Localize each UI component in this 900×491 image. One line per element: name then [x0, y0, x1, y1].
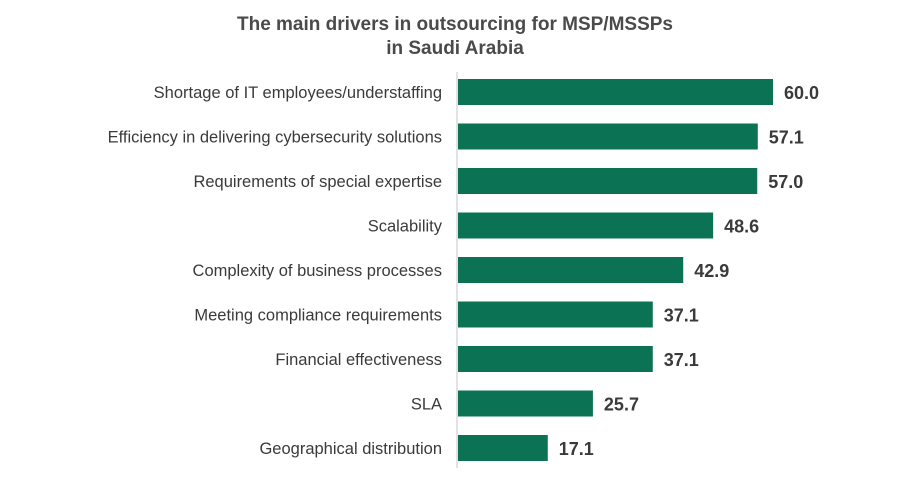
category-label: Efficiency in delivering cybersecurity s… — [108, 129, 442, 147]
category-label: SLA — [411, 396, 442, 414]
bar — [458, 301, 653, 328]
bars — [458, 79, 773, 461]
bar — [458, 435, 548, 461]
value-label: 37.1 — [664, 306, 699, 326]
category-label: Complexity of business processes — [193, 262, 442, 280]
chart-title-line-2: in Saudi Arabia — [386, 38, 524, 59]
category-labels: Shortage of IT employees/understaffing Ef… — [108, 84, 443, 458]
value-label: 57.0 — [768, 172, 803, 192]
bar — [458, 257, 684, 283]
category-label: Financial effectiveness — [275, 351, 442, 369]
category-label: Geographical distribution — [259, 440, 442, 458]
chart-title-line-1: The main drivers in outsourcing for MSP/… — [237, 14, 673, 35]
bar — [458, 123, 758, 150]
value-label: 48.6 — [724, 217, 759, 237]
value-label: 25.7 — [604, 395, 639, 415]
chart-title: The main drivers in outsourcing for MSP/… — [237, 14, 673, 59]
bar — [458, 346, 653, 372]
value-label: 37.1 — [664, 350, 699, 370]
bar — [458, 212, 714, 239]
value-label: 57.1 — [769, 128, 804, 148]
category-label: Shortage of IT employees/understaffing — [154, 84, 442, 102]
value-label: 17.1 — [559, 439, 594, 459]
value-label: 42.9 — [694, 261, 729, 281]
value-label: 60.0 — [784, 83, 819, 103]
category-label: Meeting compliance requirements — [194, 307, 442, 325]
bar — [458, 79, 773, 105]
category-label: Scalability — [368, 218, 443, 236]
category-label: Requirements of special expertise — [193, 173, 442, 191]
bar — [458, 168, 758, 194]
bar — [458, 390, 593, 417]
value-labels: 60.0 57.1 57.0 48.6 42.9 37.1 37.1 25.7 17.1 — [559, 83, 819, 459]
